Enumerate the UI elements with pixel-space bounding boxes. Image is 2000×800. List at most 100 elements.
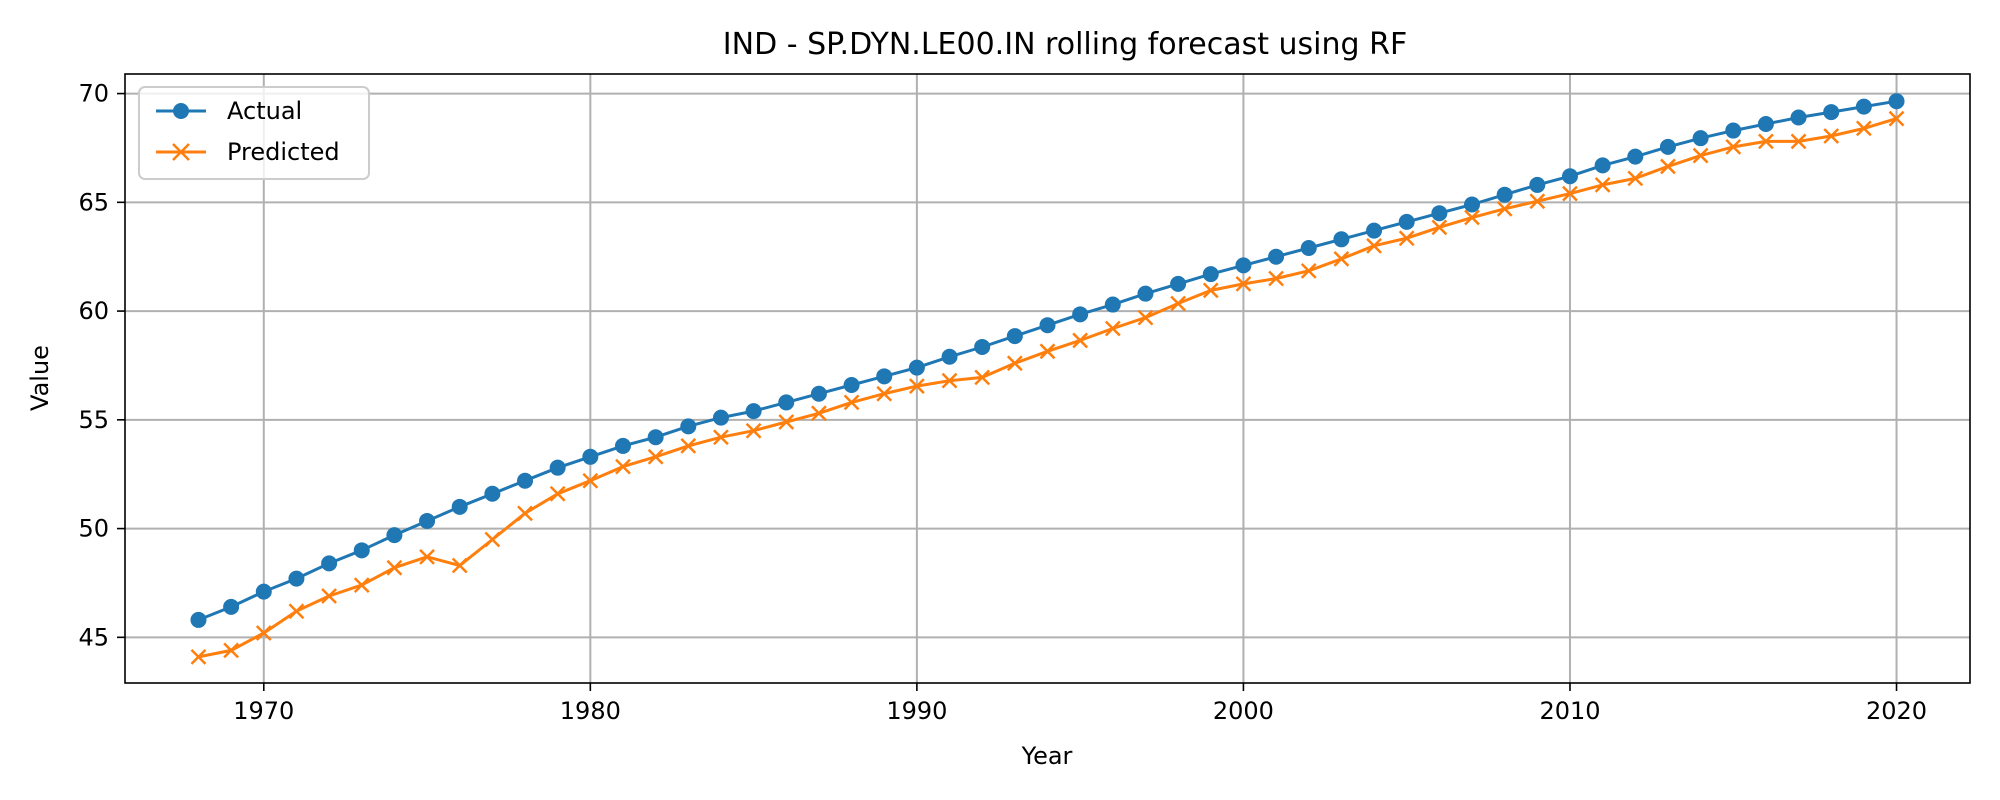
actual-point (1692, 130, 1709, 147)
actual-point (1268, 248, 1285, 265)
predicted-point (517, 505, 533, 522)
plot-frame (124, 73, 1971, 684)
actual-point (1627, 148, 1644, 165)
predicted-point (1529, 193, 1546, 210)
predicted-point (1202, 282, 1219, 299)
y-tick-label: 65 (78, 188, 109, 216)
predicted-point (908, 378, 925, 394)
predicted-point (876, 385, 893, 402)
actual-point (1137, 285, 1154, 302)
predicted-point (484, 531, 501, 548)
predicted-point (1758, 133, 1774, 150)
predicted-point (1562, 185, 1578, 202)
actual-point (1039, 317, 1056, 334)
predicted-point (451, 557, 468, 574)
actual-point (190, 611, 207, 628)
legend-actual-label: Actual (227, 97, 302, 125)
predicted-point (811, 405, 827, 422)
actual-point (810, 385, 827, 402)
predicted-point (647, 448, 664, 465)
x-tick-label: 1970 (233, 697, 294, 725)
x-axis-label: Year (1021, 742, 1073, 770)
predicted-point (1300, 262, 1317, 279)
actual-point (1659, 138, 1676, 155)
predicted-point (1268, 270, 1284, 287)
x-tick-label: 1980 (560, 697, 621, 725)
predicted-point (582, 472, 599, 489)
actual-point (321, 555, 338, 572)
y-tick-label: 60 (78, 297, 109, 325)
predicted-point (1855, 120, 1872, 137)
x-tick-label: 2010 (1539, 697, 1600, 725)
actual-point (908, 359, 925, 376)
predicted-point (190, 649, 207, 665)
actual-point (1529, 176, 1546, 193)
series-predicted (190, 110, 1905, 665)
x-axis: 1970 1980 1990 2000 2010 2020 (233, 683, 1927, 725)
predicted-point (778, 414, 795, 430)
actual-point (1300, 240, 1317, 256)
actual-point (712, 409, 729, 426)
actual-point (974, 338, 991, 355)
predicted-point (353, 577, 370, 594)
actual-point (1464, 196, 1481, 213)
predicted-point (1594, 177, 1611, 193)
actual-point (1561, 168, 1578, 185)
actual-point (1366, 222, 1383, 239)
actual-point (484, 485, 501, 502)
actual-point (1333, 231, 1350, 248)
predicted-point (713, 429, 729, 446)
actual-point (647, 429, 664, 446)
actual-point (1104, 296, 1121, 313)
actual-point (517, 472, 534, 489)
actual-point (1855, 98, 1872, 115)
actual-point (1072, 306, 1089, 323)
actual-point (255, 583, 272, 600)
actual-point (419, 512, 436, 529)
predicted-point (386, 559, 403, 576)
predicted-point (1398, 230, 1415, 247)
x-tick-label: 1990 (886, 697, 947, 725)
actual-point (1823, 104, 1840, 121)
chart-title: IND - SP.DYN.LE00.IN rolling forecast us… (723, 27, 1407, 62)
actual-point (1790, 109, 1807, 126)
predicted-point (1170, 295, 1187, 312)
predicted-point (680, 438, 697, 454)
y-axis-label: Value (26, 345, 54, 411)
actual-line (197, 99, 1897, 622)
actual-point (1496, 186, 1513, 203)
predicted-point (549, 485, 566, 502)
predicted-point (745, 422, 762, 439)
actual-point (549, 459, 566, 476)
predicted-point (974, 369, 991, 386)
actual-point (451, 498, 468, 515)
y-tick-label: 70 (78, 80, 109, 108)
actual-point (582, 448, 599, 465)
predicted-point (1104, 320, 1121, 337)
grid (125, 74, 1970, 683)
actual-point (1235, 257, 1252, 274)
plot-area (190, 93, 1905, 665)
predicted-point (1235, 276, 1252, 292)
predicted-point (1039, 343, 1056, 360)
actual-point (1431, 205, 1448, 222)
actual-point (288, 570, 305, 587)
actual-point (1202, 266, 1219, 283)
predicted-line (198, 117, 1897, 659)
predicted-point (1072, 332, 1089, 349)
y-tick-label: 55 (78, 406, 109, 434)
legend-predicted-marker (172, 143, 190, 161)
actual-point (1006, 328, 1023, 345)
predicted-point (1496, 200, 1513, 217)
predicted-point (1823, 128, 1840, 144)
predicted-point (1888, 110, 1905, 127)
actual-point (1398, 213, 1415, 230)
actual-point (353, 542, 370, 559)
predicted-point (1333, 250, 1350, 267)
actual-point (223, 598, 240, 615)
actual-point (1725, 122, 1742, 139)
predicted-point (288, 603, 305, 620)
actual-point (386, 527, 403, 544)
predicted-point (321, 588, 337, 604)
predicted-point (419, 548, 435, 565)
